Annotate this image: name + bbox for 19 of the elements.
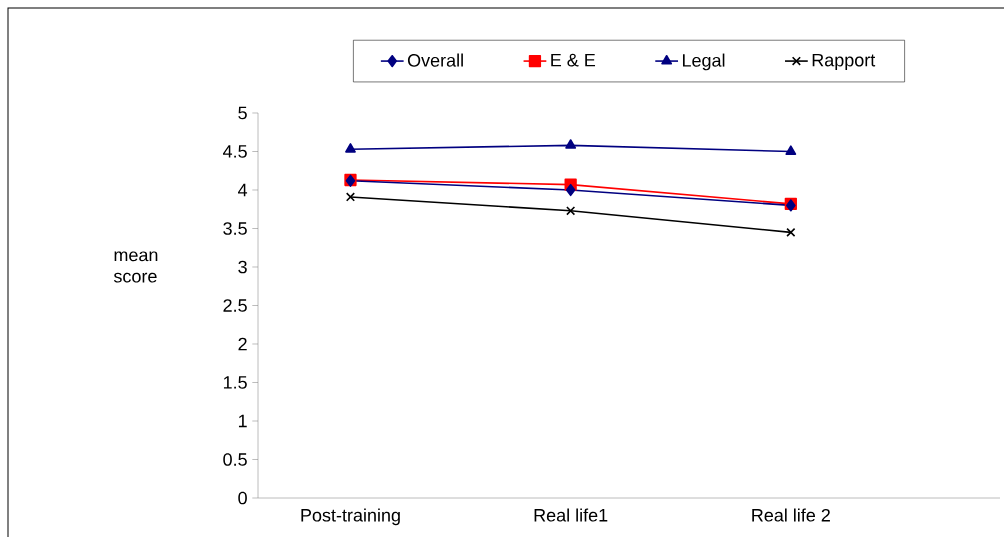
- y-tick-label: 3.5: [223, 222, 247, 235]
- y-tick-label: 5: [238, 106, 247, 120]
- legend-label: E & E: [551, 53, 596, 67]
- y-tick-label: 4: [238, 183, 248, 197]
- y-tick-label: 4.5: [223, 145, 247, 158]
- y-axis-title: mean score: [113, 251, 158, 283]
- legend-label: Overall: [407, 53, 463, 67]
- x-tick-label: Real life 2: [752, 508, 830, 522]
- y-tick-label: 1.5: [223, 376, 247, 389]
- y-tick-label: 0: [238, 491, 247, 505]
- y-tick-label: 3: [238, 260, 247, 274]
- y-tick-label: 0.5: [223, 453, 247, 466]
- y-tick-label: 2: [238, 337, 247, 351]
- x-tick-label: Real life1: [534, 508, 608, 522]
- y-tick-label: 2.5: [223, 299, 247, 312]
- x-tick-label: Post-training: [301, 508, 400, 526]
- legend-label: Rapport: [812, 53, 876, 71]
- legend-label: Legal: [682, 53, 725, 71]
- y-tick-label: 1: [238, 414, 247, 428]
